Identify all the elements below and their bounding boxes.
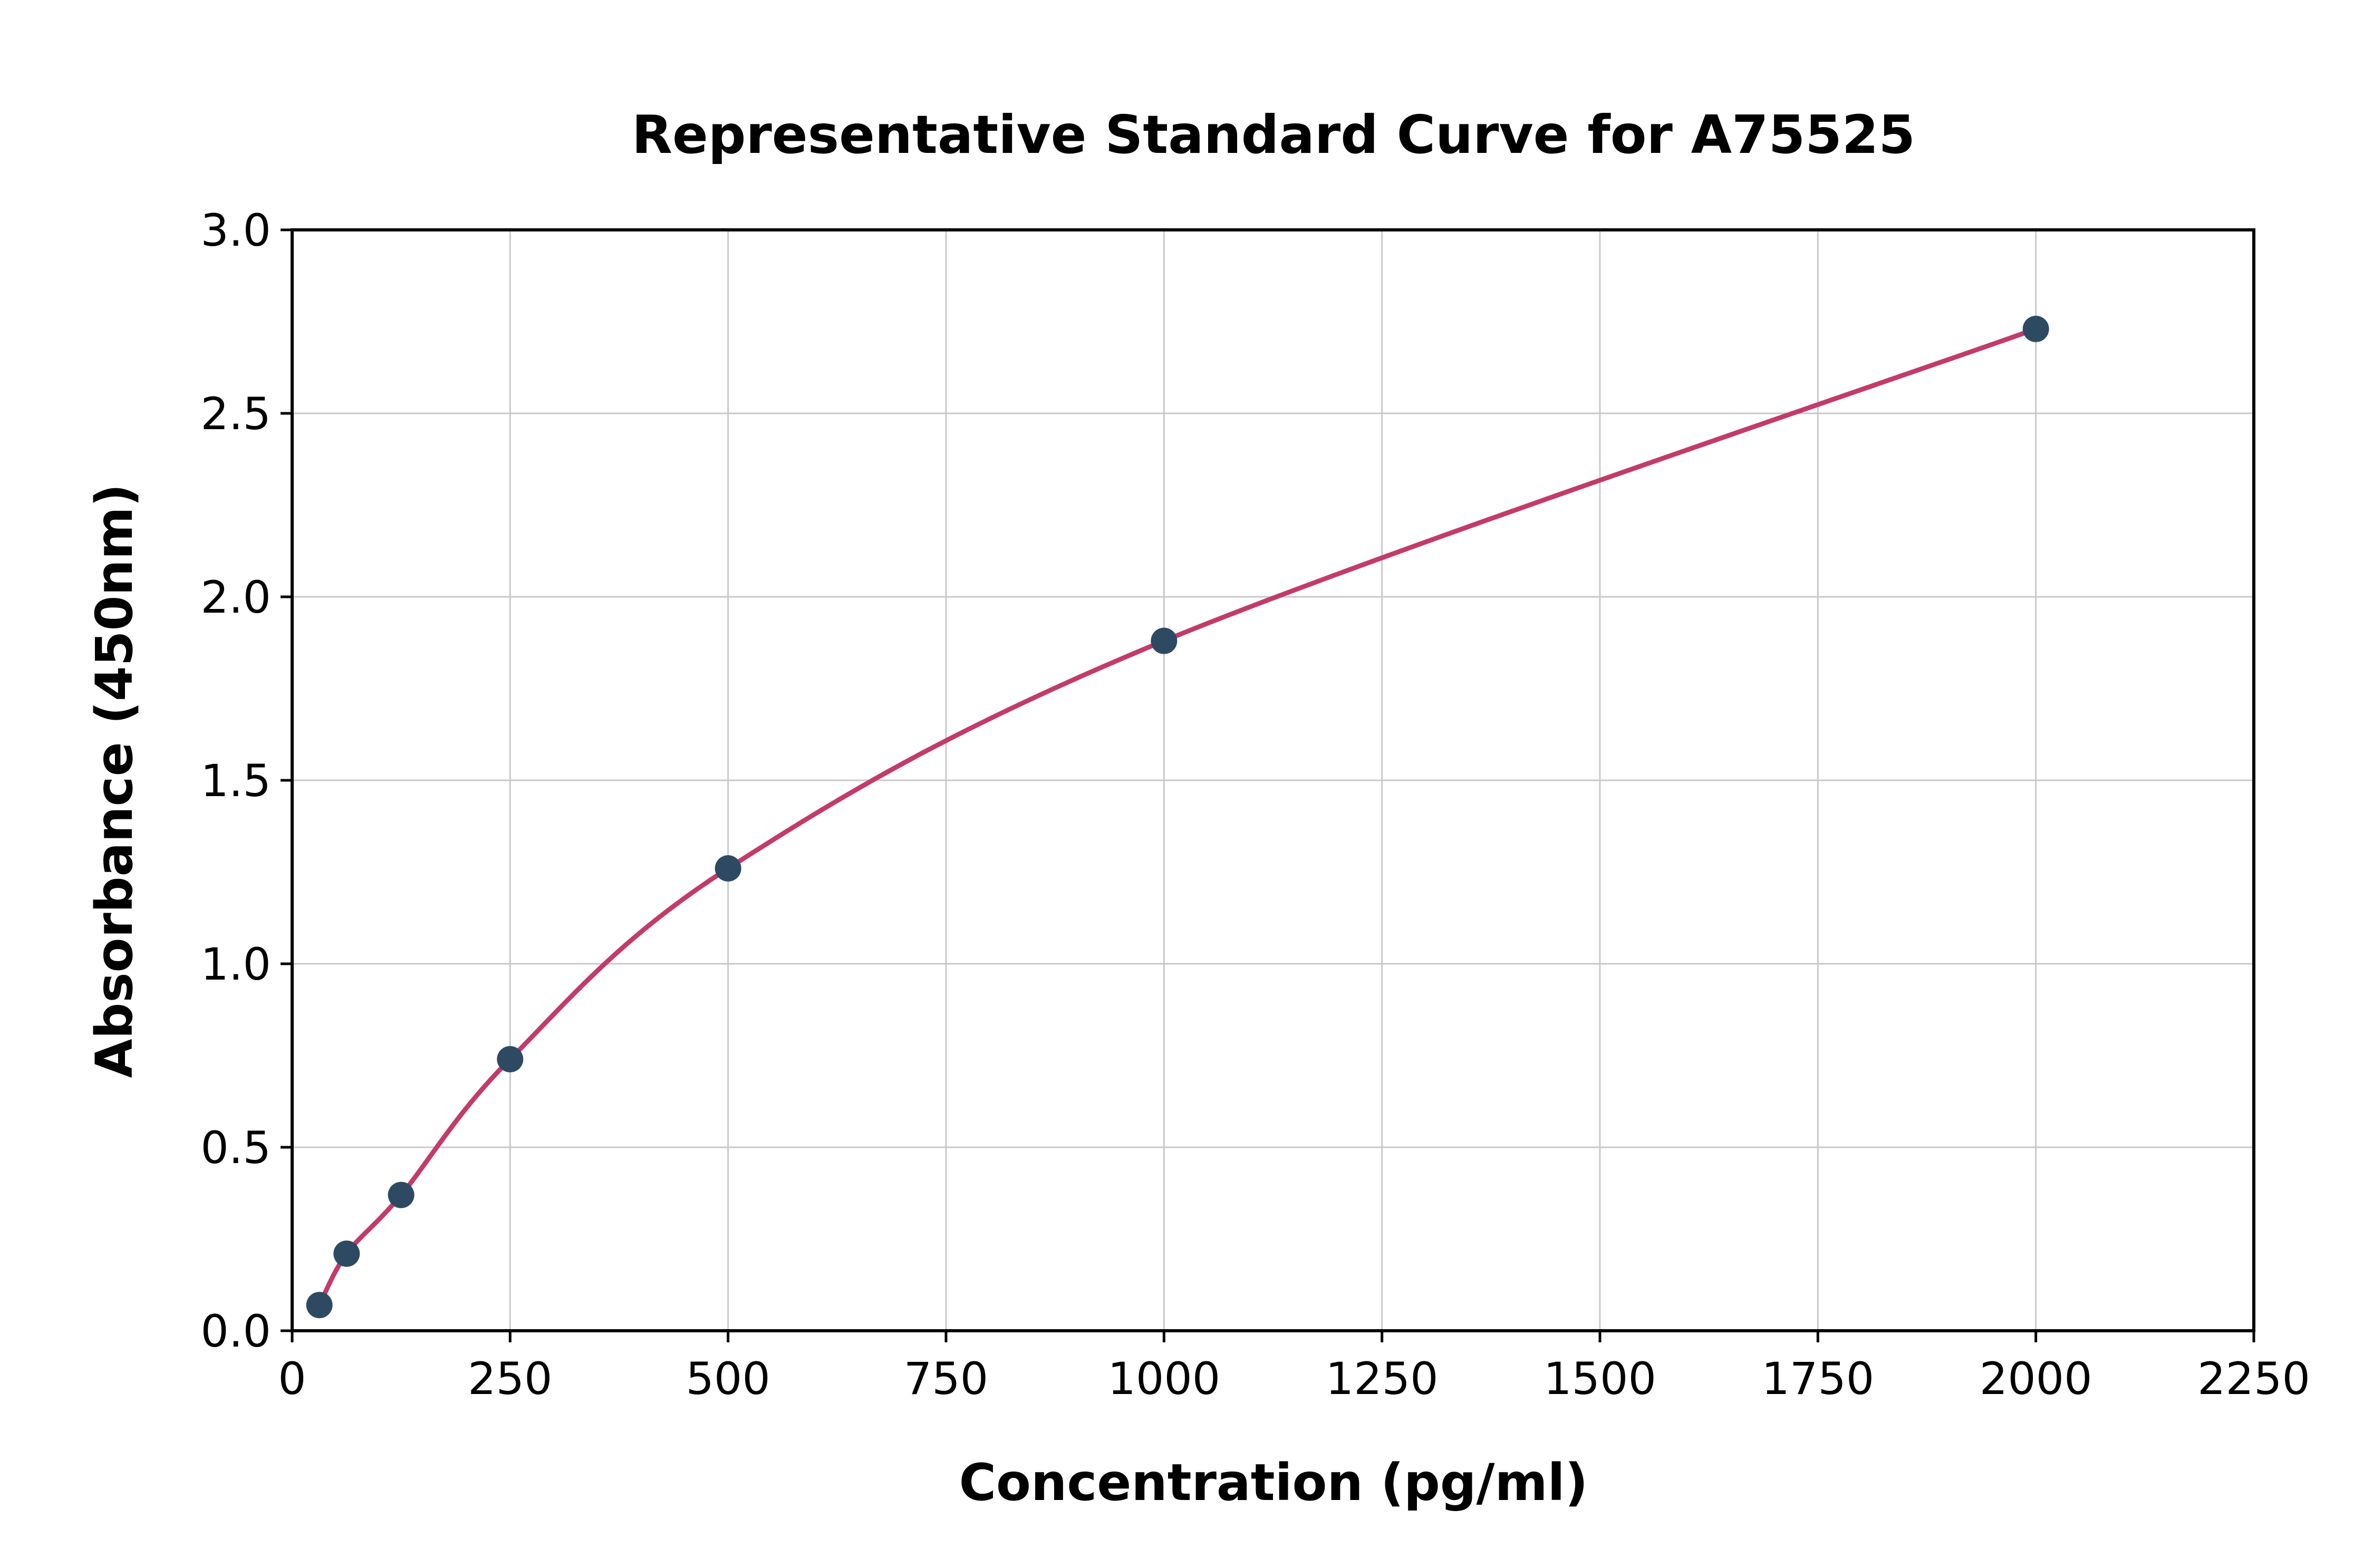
x-tick-label: 500 (686, 1353, 770, 1405)
x-tick-label: 2250 (2197, 1353, 2310, 1405)
x-tick-label: 1000 (1107, 1353, 1220, 1405)
data-point (2022, 315, 2049, 342)
x-tick-label: 2000 (1980, 1353, 2092, 1405)
x-tick-label: 0 (278, 1353, 306, 1405)
grid-layer (291, 229, 2255, 1332)
data-point (388, 1182, 414, 1208)
y-axis-label: Absorbance (450nm) (85, 483, 144, 1078)
y-tick-label: 1.0 (200, 938, 271, 990)
x-tick-label: 1250 (1326, 1353, 1439, 1405)
data-point (306, 1292, 333, 1319)
x-tick-label: 1750 (1761, 1353, 1874, 1405)
data-point (497, 1046, 524, 1072)
data-point (715, 855, 741, 882)
y-tick-label: 0.0 (200, 1305, 271, 1357)
y-tick-label: 0.5 (200, 1122, 271, 1174)
x-tick-label: 750 (904, 1353, 988, 1405)
chart-title: Representative Standard Curve for A75525 (632, 104, 1915, 166)
y-tick-label: 1.5 (200, 755, 271, 807)
data-layer (306, 315, 2049, 1319)
tick-label-layer: 0 250 500 750 1000 1250 1500 1750 2000 2250 0.0 0.5… (200, 205, 2310, 1405)
axis-layer (281, 228, 2255, 1342)
data-point (1151, 627, 1178, 654)
data-point (333, 1240, 360, 1267)
x-tick-label: 1500 (1544, 1353, 1656, 1405)
y-tick-label: 2.5 (200, 388, 271, 440)
y-tick-label: 2.0 (200, 572, 271, 623)
fit-curve (317, 326, 2039, 1308)
y-tick-label: 3.0 (200, 205, 271, 256)
x-tick-label: 250 (468, 1353, 552, 1405)
x-axis-label: Concentration (pg/ml) (959, 1453, 1588, 1512)
